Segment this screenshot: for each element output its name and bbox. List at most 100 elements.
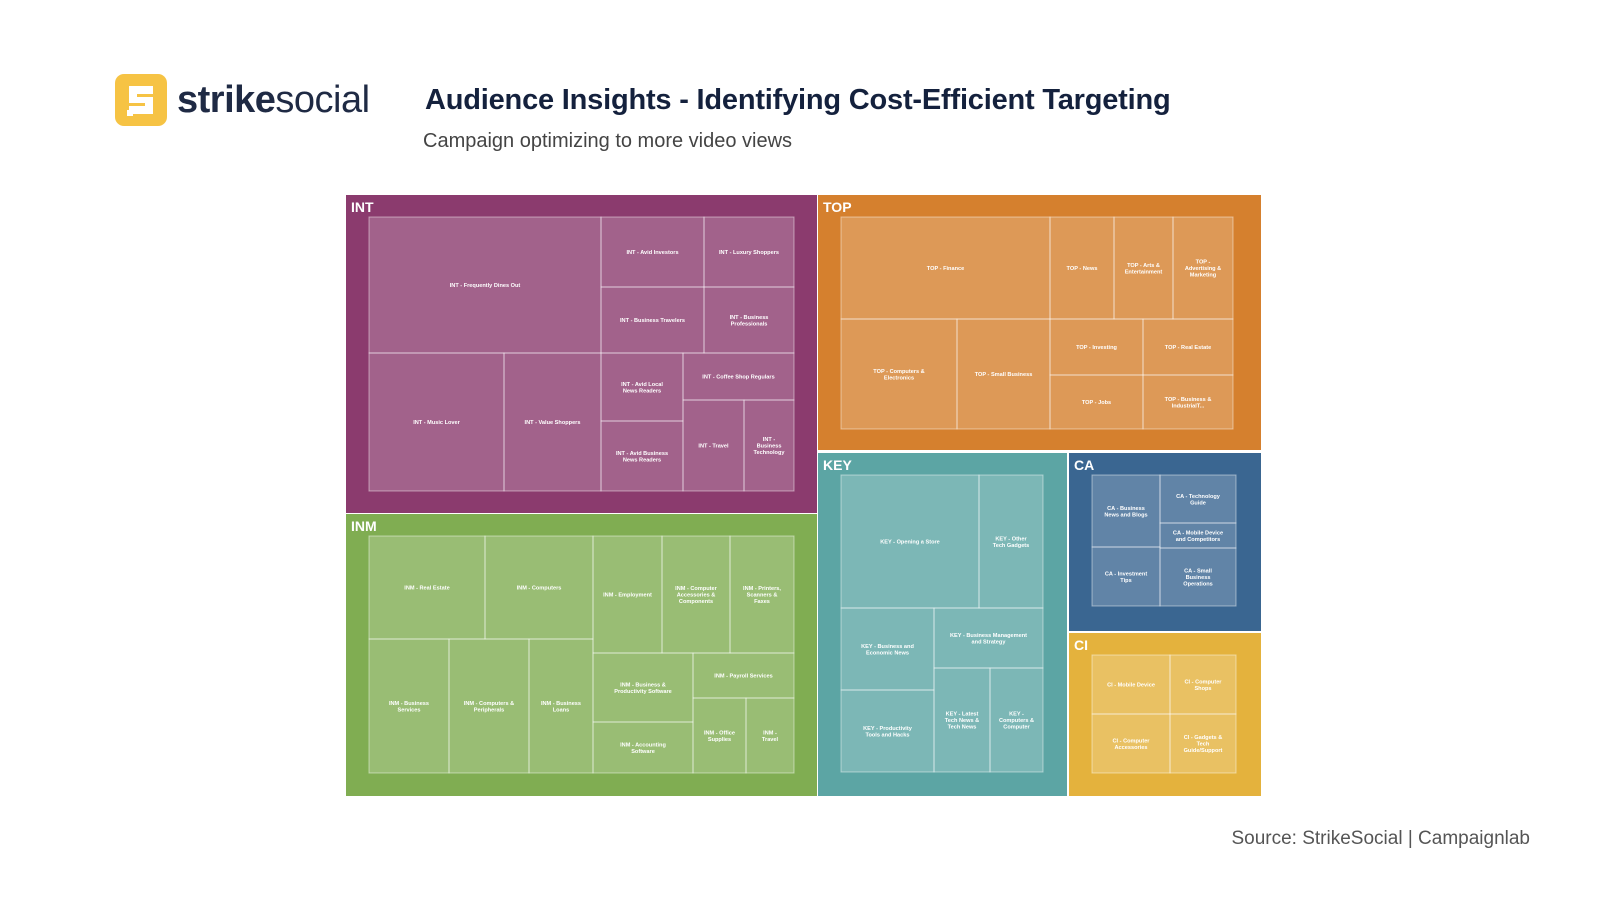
tile-label-line: Components [679,599,713,605]
tile-label-top-real-estate: TOP - Real Estate [1165,345,1211,351]
tile-label-int-luxury-shoppers: INT - Luxury Shoppers [719,250,779,256]
tile-label-inm-travel: INM -Travel [762,730,779,743]
tile-label-line: Accessories & [677,593,716,599]
tile-top-news [1049,216,1115,320]
tile-label-line: INM - [763,730,777,736]
tile-label-inm-computer-accessories-components: INM - Computer Accessories & Components [675,586,717,605]
tile-label-int-avid-business-news-readers: INT - Avid Business News Readers [616,451,668,464]
tile-ci-computer-accessories [1091,713,1171,774]
tile-key-business-management-and-strategy [933,607,1044,669]
tile-label-line: News Readers [623,388,661,394]
tile-ca-small-business-operations [1159,547,1237,607]
tile-label-line: Marketing [1190,273,1217,279]
tile-label-line: CA - Business [1107,506,1145,512]
tile-inm-office-supplies [692,697,747,774]
tile-label-int-avid-local-news-readers: INT - Avid Local News Readers [621,382,663,395]
tile-int-business-travelers [600,286,705,354]
tile-key-productivity-tools-and-hacks [840,689,935,773]
tile-inm-computers [484,535,594,640]
tile-label-line: TOP - Computers & [873,369,924,375]
tile-label-line: Technology [754,450,786,456]
tile-label-int-travel: INT - Travel [698,444,729,450]
tile-label-top-arts-entertainment: TOP - Arts & Entertainment [1125,263,1163,276]
tile-int-travel [682,399,745,492]
tile-label-line: KEY - [1009,712,1024,718]
tile-label-line: CA - Investment [1105,571,1148,577]
tile-label-top-investing: TOP - Investing [1076,345,1117,351]
page-title: Audience Insights - Identifying Cost-Eff… [425,84,1171,116]
tile-label-line: CI - Gadgets & [1184,735,1223,741]
tile-label-line: INT - Travel [698,444,729,450]
group-block-inm [346,514,817,796]
group-label-ci: CI [1074,637,1088,653]
group-block-ca [1069,453,1261,631]
tile-label-inm-printers-scanners-faxes: INM - Printers, Scanners & Faxes [743,586,781,605]
tile-int-luxury-shoppers [703,216,795,288]
tile-inm-employment [592,535,663,654]
tile-label-line: INT - Frequently Dines Out [450,283,521,289]
tile-label-line: KEY - Opening a Store [880,540,940,546]
tile-label-line: Computer [1003,725,1030,731]
tile-label-line: INM - Payroll Services [714,674,772,680]
tile-label-line: Tech Gadgets [993,543,1030,549]
tile-label-top-business-industrialt: TOP - Business & IndustrialT... [1165,397,1212,410]
tile-key-opening-a-store [840,474,980,609]
tile-label-ci-computer-shops: CI - Computer Shops [1185,679,1223,692]
page-subtitle: Campaign optimizing to more video views [423,130,793,152]
tile-label-inm-accounting-software: INM - Accounting Software [620,742,666,755]
tile-label-line: CI - Mobile Device [1107,683,1155,689]
tile-label-line: TOP - Jobs [1082,400,1111,406]
tile-key-business-and-economic-news [840,607,935,691]
tile-label-line: INM - Office [704,730,735,736]
tile-inm-travel [745,697,795,774]
tile-int-business-professionals [703,286,795,354]
tile-label-line: Business [1186,575,1211,581]
tile-label-key-business-and-economic-news: KEY - Business and Economic News [861,644,914,657]
tile-label-line: CA - Mobile Device [1173,530,1223,536]
tile-label-line: INM - Printers, [743,586,781,592]
tile-top-business-industrialt [1142,374,1234,430]
tile-label-line: Accessories [1115,745,1148,751]
tile-ca-business-news-and-blogs [1091,474,1161,548]
treemap-group-inm: INM INM - Real Estate INM - Computers INM -… [346,514,817,796]
tile-label-line: and Strategy [972,639,1007,645]
tile-label-line: TOP - Finance [927,266,964,272]
tile-label-top-finance: TOP - Finance [927,266,964,272]
tile-label-line: Tech [1197,742,1210,748]
tile-label-line: Guide/Support [1184,748,1223,754]
tile-key-computers-computer-accessories [989,667,1044,773]
tile-int-coffee-shop-regulars [682,352,795,401]
tile-int-value-shoppers [503,352,602,492]
tile-int-business-technology [743,399,795,492]
tile-label-line: TOP - Investing [1076,345,1117,351]
tile-label-key-latest-tech-news-tech-news-sites: KEY - Latest Tech News & Tech News [945,712,979,731]
tile-label-int-music-lover: INT - Music Lover [413,420,460,426]
tile-label-inm-business-services: INM - Business Services [389,701,429,714]
tile-label-int-business-technology: INT -Business Technology [754,437,786,456]
tile-label-line: Faxes [754,599,770,605]
tile-ci-gadgets-tech-guide-support [1169,713,1237,774]
treemap-group-top: TOP TOP - Finance TOP - News TOP - Arts & En… [818,195,1261,450]
logo-wordmark: strikesocial [177,78,370,122]
tile-key-other-tech-gadgets [978,474,1044,609]
treemap-group-ca: CA CA - Business News and Blogs CA - Techno… [1069,453,1261,631]
tile-label-line: TOP - [1196,260,1211,266]
tile-top-jobs [1049,374,1144,430]
tile-label-line: Economic News [866,650,909,656]
tile-label-line: INM - Business [541,701,581,707]
tile-label-line: KEY - Latest [946,712,979,718]
tile-inm-accounting-software [592,721,694,774]
tile-label-line: TOP - Small Business [975,372,1033,378]
group-label-key: KEY [823,457,852,473]
tile-label-line: CI - Computer [1113,738,1151,744]
tile-label-key-other-tech-gadgets: KEY - Other Tech Gadgets [993,536,1030,549]
tile-label-line: TOP - Arts & [1127,263,1160,269]
tile-label-line: News Readers [623,457,661,463]
tile-label-line: INT - Coffee Shop Regulars [702,375,774,381]
group-label-top: TOP [823,199,852,215]
tile-label-line: CA - Small [1184,569,1212,575]
tile-ca-technology-guide [1159,474,1237,524]
treemap-group-key: KEY KEY - Opening a Store KEY - Other Tech … [818,453,1067,796]
tile-inm-business-productivity-software [592,652,694,723]
group-block-top [818,195,1261,450]
